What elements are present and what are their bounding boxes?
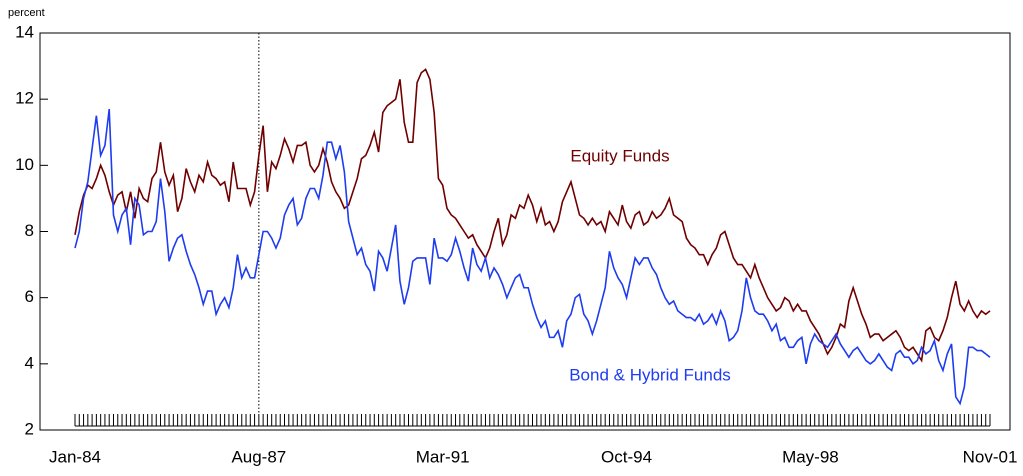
annotation: Equity Funds [570,146,669,165]
annotation: Bond & Hybrid Funds [569,365,731,384]
x-tick-label: Oct-94 [601,447,652,466]
series-line [74,68,991,363]
y-tick-label: 10 [15,155,34,174]
y-axis-label: percent [8,7,45,19]
x-tick-label: Jan-84 [49,447,101,466]
y-tick-label: 12 [15,89,34,108]
x-tick-label: May-98 [782,447,839,466]
y-tick-label: 14 [15,22,34,41]
x-tick-label: Aug-87 [231,447,286,466]
y-tick-label: 8 [25,221,34,240]
x-tick-label: Nov-01 [963,447,1018,466]
x-tick-label: Mar-91 [416,447,470,466]
plot-frame [39,32,1011,431]
series-line [74,108,991,406]
y-tick-label: 4 [25,353,34,372]
y-tick-label: 2 [25,419,34,438]
y-tick-label: 6 [25,287,34,306]
